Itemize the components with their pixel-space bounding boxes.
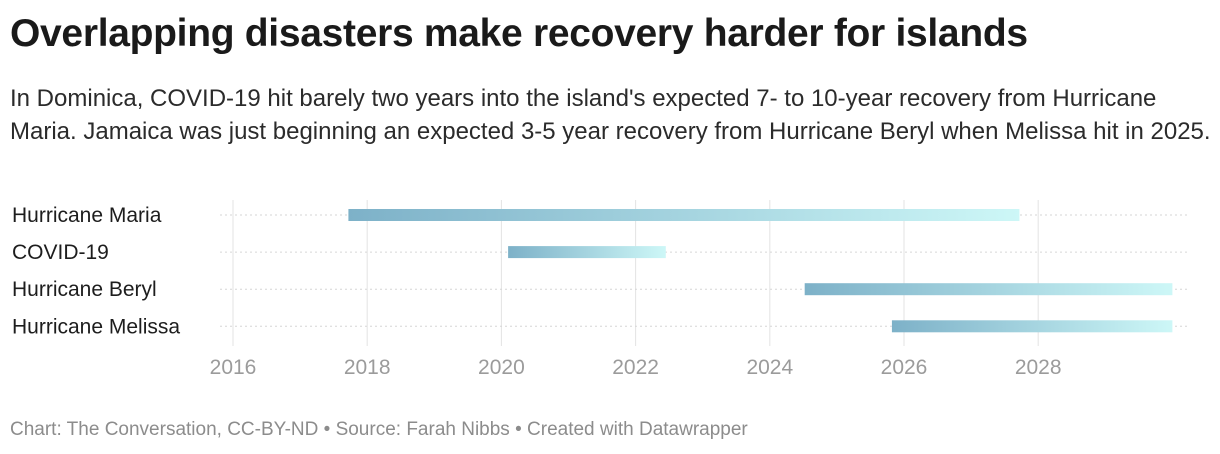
range-bar (348, 209, 1020, 221)
chart-footer: Chart: The Conversation, CC-BY-ND • Sour… (10, 419, 748, 441)
row-label: Hurricane Melissa (12, 315, 180, 338)
footer-separator: • (515, 419, 522, 440)
row-label: Hurricane Beryl (12, 278, 157, 301)
x-tick-label: 2024 (746, 356, 793, 379)
chart-title: Overlapping disasters make recovery hard… (10, 12, 1028, 55)
x-tick-label: 2016 (210, 356, 257, 379)
tick-layer: 2016 2018 2020 2022 2024 2026 2028 (210, 356, 1062, 379)
footer-source: Source: Farah Nibbs (335, 419, 510, 440)
range-bar (891, 320, 1173, 333)
range-bar-chart: Hurricane Maria COVID-19 Hurricane Beryl Hu… (12, 200, 1188, 379)
footer-credit: Chart: The Conversation, CC-BY-ND (10, 419, 319, 440)
footer-tool: Created with Datawrapper (527, 419, 748, 440)
row-layer (220, 214, 1188, 327)
row-label: COVID-19 (12, 241, 109, 264)
bar-layer (348, 209, 1173, 333)
x-tick-label: 2020 (478, 356, 525, 379)
x-tick-label: 2022 (612, 356, 659, 379)
label-layer: Hurricane Maria COVID-19 Hurricane Beryl Hu… (12, 204, 180, 338)
x-tick-label: 2026 (881, 356, 928, 379)
row-label: Hurricane Maria (12, 204, 162, 227)
range-bar (508, 246, 666, 259)
x-tick-label: 2018 (344, 356, 391, 379)
footer-separator: • (323, 419, 331, 440)
range-bar (804, 283, 1173, 296)
chart-subtitle: In Dominica, COVID-19 hit barely two yea… (10, 85, 1211, 145)
x-tick-label: 2028 (1015, 356, 1062, 379)
